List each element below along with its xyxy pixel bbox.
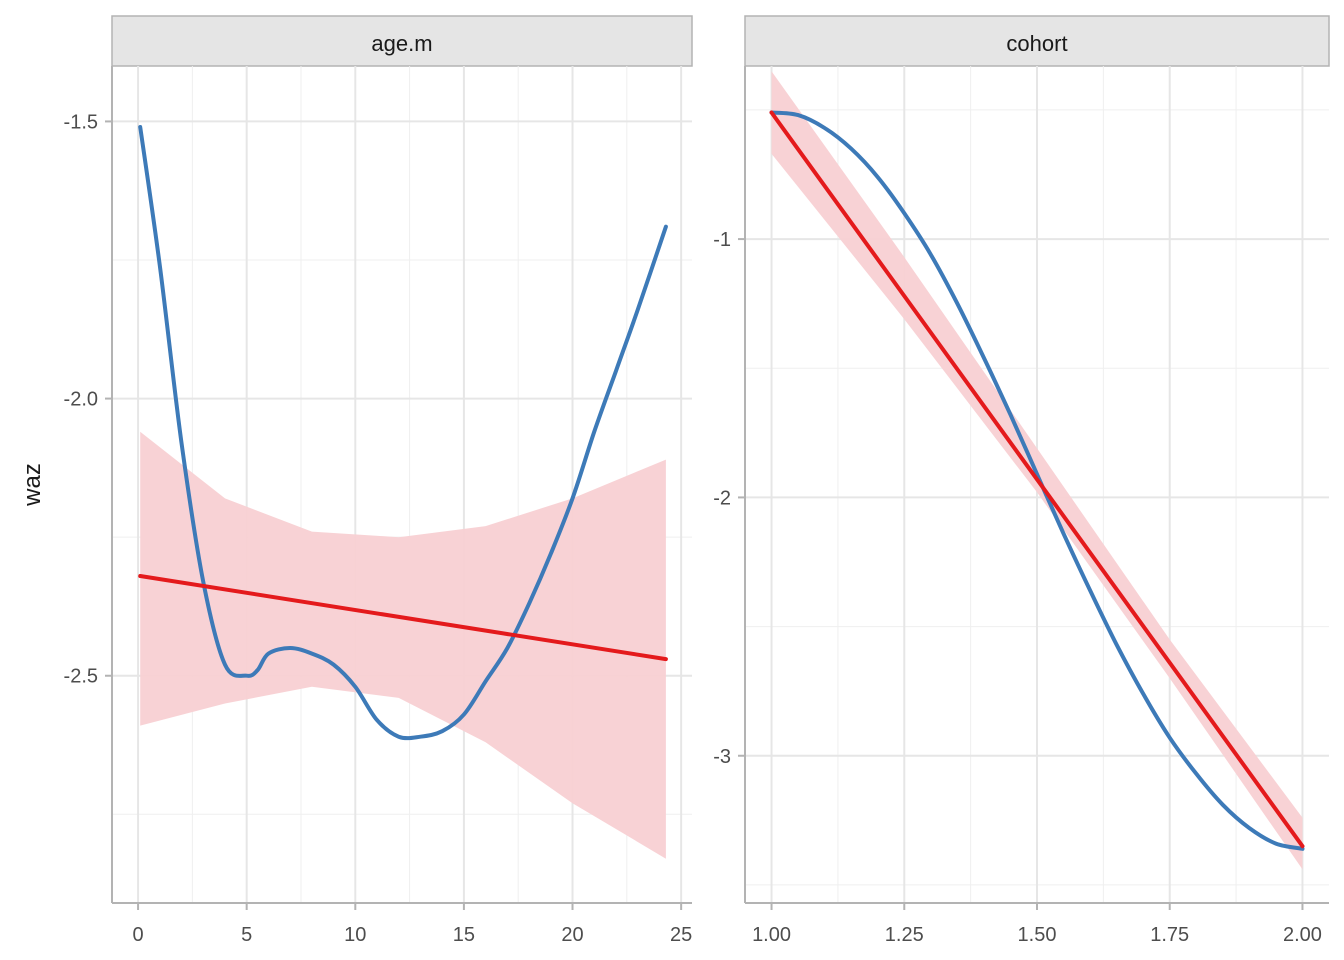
facet-strip-label: cohort [1006,31,1067,56]
facet-strip [744,15,1330,67]
x-tick-label: 5 [241,924,252,946]
y-tick-label: -1 [713,229,731,251]
x-tick-label: 15 [453,924,475,946]
x-tick-label: 25 [670,924,692,946]
y-tick-label: -2.0 [64,389,98,411]
x-tick-label: 1.00 [752,924,791,946]
panel-age-m: age.m 0 5 10 15 20 25 -1.5 -2.0 -2.5 [64,15,693,946]
smooth-fit-line [769,110,1305,851]
x-tick-label: 10 [344,924,366,946]
plot-area [138,125,668,859]
x-tick-label: 2.00 [1283,924,1322,946]
y-tick-label: -2 [713,487,731,509]
smooth-fit-line [138,125,668,741]
y-tick-label: -2.5 [64,666,98,688]
x-tick-label: 20 [561,924,583,946]
y-tick-label: -3 [713,746,731,768]
plot-area [769,71,1305,870]
x-tick-label: 1.75 [1150,924,1189,946]
facet-strip-label: age.m [371,31,432,56]
linear-fit-line [769,110,1305,849]
linear-fit-line [138,574,668,662]
y-tick-label: -1.5 [64,111,98,133]
confidence-band [140,431,666,859]
x-tick-label: 0 [133,924,144,946]
panel-cohort: cohort 1.00 1.25 1.50 1.75 2.00 -1 -2 -3 [713,15,1330,946]
x-tick-label: 1.50 [1018,924,1057,946]
y-axis-title: waz [19,463,46,507]
x-tick-label: 1.25 [885,924,924,946]
facet-strip [111,15,693,67]
